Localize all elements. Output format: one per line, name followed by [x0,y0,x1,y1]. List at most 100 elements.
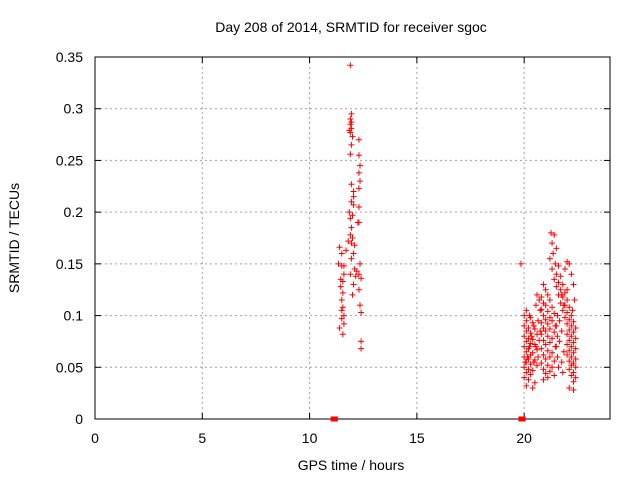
data-point [538,319,545,326]
data-point [559,369,566,376]
data-point [540,281,547,288]
data-point [339,331,346,338]
data-point [338,315,345,322]
data-point [524,353,531,360]
data-point [572,364,579,371]
data-point [521,322,528,329]
data-point [556,317,563,324]
y-tick-label: 0.1 [64,308,84,324]
data-point [553,271,560,278]
data-point [564,309,571,316]
data-point [572,345,579,352]
data-point [572,324,579,331]
data-point [555,262,562,269]
data-point [549,317,556,324]
x-tick-label: 0 [91,430,99,446]
data-point [355,136,362,143]
data-point [347,215,354,222]
data-point [569,307,576,314]
data-point [347,271,354,278]
data-point [340,312,347,319]
data-point [527,330,534,337]
data-point [350,201,357,208]
data-point [529,384,536,391]
data-point [568,322,575,329]
data-point [532,302,539,309]
data-point [540,366,547,373]
data-point [525,376,532,383]
data-point [349,235,356,241]
data-point [357,178,364,185]
data-point [358,309,365,316]
data-point [555,364,562,371]
data-point [332,416,338,422]
data-point [551,276,558,283]
data-point [564,351,571,358]
data-point [358,275,365,282]
data-point [549,266,556,273]
data-point [538,306,545,313]
data-point [566,304,573,311]
data-point [551,231,558,238]
data-point [542,341,549,348]
data-point [343,247,350,254]
data-point [542,370,549,377]
data-point [353,268,360,275]
data-point [538,345,545,352]
data-point [557,300,564,307]
data-point [534,346,541,353]
data-point [348,255,355,262]
data-point [347,151,354,158]
data-point [549,349,556,356]
data-point [547,229,554,236]
data-point [523,338,530,345]
data-point [357,302,364,309]
data-point [349,212,356,219]
data-point [560,302,567,309]
data-point [355,203,362,210]
x-tick-label: 5 [198,430,206,446]
data-point [336,244,343,251]
data-point [350,281,357,288]
x-tick-label: 20 [516,430,532,446]
data-point [546,353,553,360]
data-point [348,181,355,188]
y-tick-label: 0.35 [56,49,83,65]
y-axis-label: SRMTID / TECUs [6,183,22,293]
data-point [348,224,355,231]
data-point [549,364,556,371]
data-point [528,333,535,340]
data-point [521,364,528,371]
data-point [544,362,551,369]
data-point [551,329,558,336]
data-point [544,347,551,354]
chart-title: Day 208 of 2014, SRMTID for receiver sgo… [215,19,487,35]
data-point [554,333,561,340]
data-point [559,281,566,288]
data-point [531,379,538,386]
data-point [525,366,532,373]
data-point [346,209,353,216]
data-point [527,361,534,368]
data-point [557,286,564,293]
data-point [568,353,575,360]
data-point [544,308,551,315]
data-point [534,362,541,369]
data-point [523,328,530,335]
data-point [355,185,362,192]
data-point [521,312,528,319]
data-point [350,188,357,195]
data-point [517,260,524,267]
data-point [568,312,575,319]
data-point [535,353,542,360]
data-point [338,307,345,314]
x-tick-label: 15 [409,430,425,446]
data-point [564,286,571,293]
plot-frame [94,56,611,420]
data-point [558,291,565,298]
data-point [352,273,359,280]
data-point [349,291,356,298]
data-point [526,312,533,319]
axis-ticks [94,56,610,420]
data-point [546,255,553,262]
